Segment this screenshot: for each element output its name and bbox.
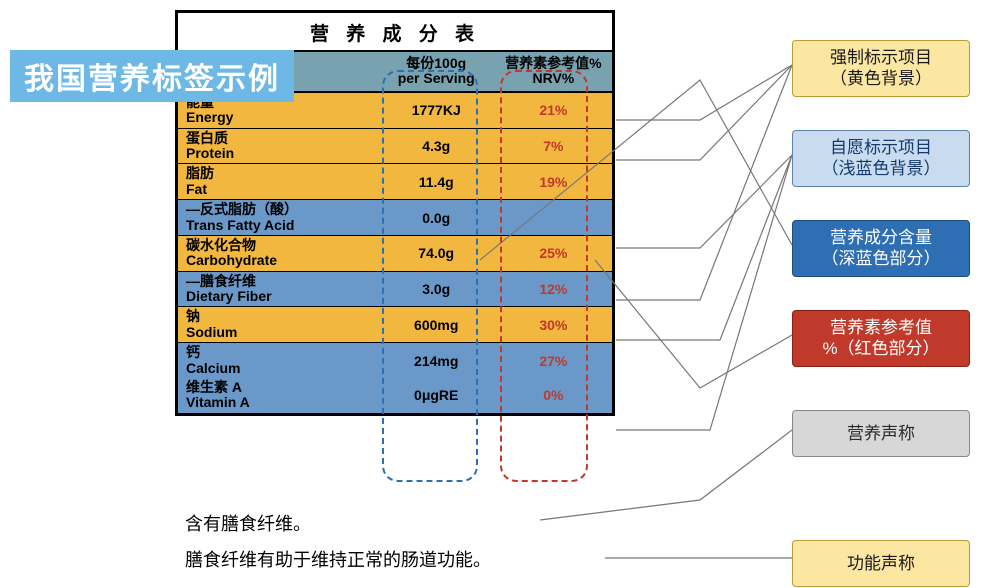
row-name-zh: —膳食纤维 xyxy=(186,274,370,289)
header-per-zh: 每份100g xyxy=(406,56,466,71)
connector-line xyxy=(595,260,792,388)
legend-nrv: 营养素参考值%（红色部分） xyxy=(792,310,970,367)
row-name-zh: 脂肪 xyxy=(186,166,370,181)
row-nrv: 0% xyxy=(543,387,563,403)
table-row: 钠Sodium 600mg 30% xyxy=(178,307,612,343)
header-nrv-zh: 营养素参考值% xyxy=(505,56,601,71)
connector-line xyxy=(616,65,792,120)
row-name-zh: 钠 xyxy=(186,309,370,324)
row-name-en: Protein xyxy=(186,146,370,161)
row-name-en: Dietary Fiber xyxy=(186,289,370,304)
legend-line1: 功能声称 xyxy=(797,553,965,574)
legend-line1: 营养成分含量 xyxy=(797,227,965,248)
row-name-zh: 钙 xyxy=(186,345,370,360)
row-name-en: Trans Fatty Acid xyxy=(186,218,370,233)
page-title-text: 我国营养标签示例 xyxy=(24,63,280,96)
row-value: 11.4g xyxy=(419,174,454,190)
row-value: 74.0g xyxy=(418,245,454,261)
row-name-zh: 维生素 A xyxy=(186,380,370,395)
row-name-en: Calcium xyxy=(186,361,370,376)
row-nrv: 19% xyxy=(539,174,567,190)
row-value: 4.3g xyxy=(422,138,450,154)
row-name-en: Sodium xyxy=(186,325,370,340)
row-nrv: 30% xyxy=(539,317,567,333)
connector-line xyxy=(616,65,792,300)
legend-claim: 营养声称 xyxy=(792,410,970,457)
row-value: 0.0g xyxy=(422,210,450,226)
legend-line2: （浅蓝色背景） xyxy=(797,158,965,179)
legend-line2: （黄色背景） xyxy=(797,68,965,89)
row-name-zh: 蛋白质 xyxy=(186,131,370,146)
row-name-en: Energy xyxy=(186,110,370,125)
table-row: 蛋白质Protein 4.3g 7% xyxy=(178,129,612,165)
row-nrv: 27% xyxy=(539,353,567,369)
row-name-en: Fat xyxy=(186,182,370,197)
row-name-en: Carbohydrate xyxy=(186,253,370,268)
legend-mandatory: 强制标示项目（黄色背景） xyxy=(792,40,970,97)
page-title-overlay: 我国营养标签示例 xyxy=(10,50,294,102)
row-value: 0μgRE xyxy=(414,387,458,403)
connector-line xyxy=(616,155,792,248)
legend-line2: （深蓝色部分） xyxy=(797,248,965,269)
table-row: —反式脂肪（酸）Trans Fatty Acid 0.0g xyxy=(178,200,612,236)
row-name-zh: 碳水化合物 xyxy=(186,238,370,253)
row-value: 1777KJ xyxy=(412,102,461,118)
row-nrv: 7% xyxy=(543,138,563,154)
table-row: 钙Calcium 214mg 27% xyxy=(178,343,612,378)
table-title: 营 养 成 分 表 xyxy=(178,13,612,52)
legend-voluntary: 自愿标示项目（浅蓝色背景） xyxy=(792,130,970,187)
footnotes: 含有膳食纤维。 膳食纤维有助于维持正常的肠道功能。 xyxy=(185,510,491,582)
row-nrv: 12% xyxy=(539,281,567,297)
legend-value: 营养成分含量（深蓝色部分） xyxy=(792,220,970,277)
row-name-en: Vitamin A xyxy=(186,395,370,410)
legend-line1: 自愿标示项目 xyxy=(797,137,965,158)
connector-line xyxy=(616,65,792,160)
row-nrv: 21% xyxy=(539,102,567,118)
connector-line xyxy=(616,155,792,340)
row-value: 214mg xyxy=(414,353,458,369)
legend-line1: 营养声称 xyxy=(797,423,965,444)
row-name-zh: —反式脂肪（酸） xyxy=(186,202,370,217)
legend-line2: %（红色部分） xyxy=(797,338,965,359)
connector-line xyxy=(616,155,792,430)
row-value: 600mg xyxy=(414,317,458,333)
table-row: —膳食纤维Dietary Fiber 3.0g 12% xyxy=(178,272,612,308)
row-value: 3.0g xyxy=(422,281,450,297)
connector-line xyxy=(540,430,792,520)
table-row: 脂肪Fat 11.4g 19% xyxy=(178,164,612,200)
header-nrv-en: NRV% xyxy=(533,71,575,86)
footnote-nutrition-claim: 含有膳食纤维。 xyxy=(185,510,491,536)
legend-func: 功能声称 xyxy=(792,540,970,587)
row-nrv: 25% xyxy=(539,245,567,261)
legend-line1: 营养素参考值 xyxy=(797,317,965,338)
footnote-function-claim: 膳食纤维有助于维持正常的肠道功能。 xyxy=(185,546,491,572)
table-body: 能量Energy1777KJ21%蛋白质Protein4.3g7%脂肪Fat11… xyxy=(178,93,612,413)
table-row: 碳水化合物Carbohydrate 74.0g 25% xyxy=(178,236,612,272)
legend-line1: 强制标示项目 xyxy=(797,47,965,68)
header-per-en: per Serving xyxy=(398,71,475,86)
table-row: 维生素 AVitamin A 0μgRE 0% xyxy=(178,378,612,413)
